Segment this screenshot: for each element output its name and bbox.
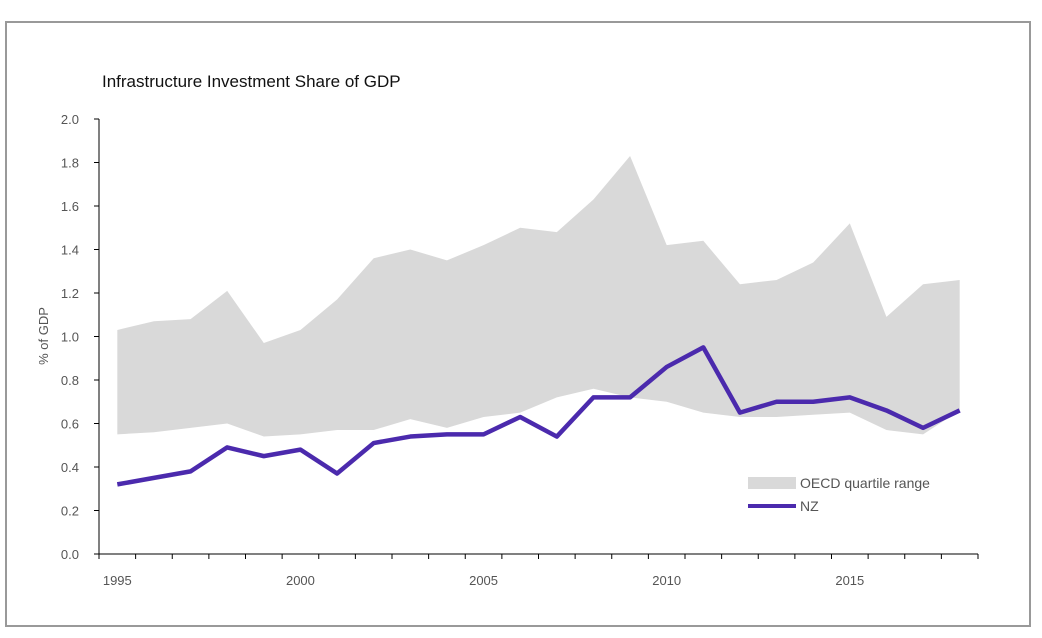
y-tick-label: 1.8: [61, 156, 79, 171]
y-tick-label: 1.6: [61, 199, 79, 214]
x-tick-label: 2005: [469, 573, 498, 588]
chart-title: Infrastructure Investment Share of GDP: [102, 72, 401, 91]
y-tick-label: 0.0: [61, 547, 79, 562]
y-tick-label: 2.0: [61, 112, 79, 127]
x-tick-label: 2010: [652, 573, 681, 588]
x-tick-label: 2015: [835, 573, 864, 588]
axes-layer: [94, 118, 979, 559]
legend: OECD quartile range NZ: [748, 475, 930, 514]
nz-line-layer: [116, 345, 961, 487]
x-tick-label: 1995: [103, 573, 132, 588]
x-tick-labels: 1995 2000 2005 2010 2015: [103, 573, 864, 588]
y-tick-label: 1.2: [61, 286, 79, 301]
oecd-quartile-band: [117, 155, 960, 437]
legend-label-oecd: OECD quartile range: [800, 475, 930, 491]
nz-series-line: [116, 345, 961, 487]
y-tick-label: 1.4: [61, 243, 79, 258]
y-tick-label: 0.2: [61, 504, 79, 519]
y-tick-label: 0.8: [61, 373, 79, 388]
legend-label-nz: NZ: [800, 498, 819, 514]
y-axis-title: % of GDP: [36, 307, 51, 365]
legend-swatch-oecd: [748, 477, 796, 489]
y-tick-labels: 0.0 0.2 0.4 0.6 0.8 1.0 1.2 1.4 1.6 1.8 2.0: [61, 112, 79, 562]
x-tick-label: 2000: [286, 573, 315, 588]
y-tick-label: 0.6: [61, 417, 79, 432]
y-tick-label: 1.0: [61, 330, 79, 345]
y-tick-label: 0.4: [61, 460, 79, 475]
oecd-band-layer: [117, 155, 960, 437]
